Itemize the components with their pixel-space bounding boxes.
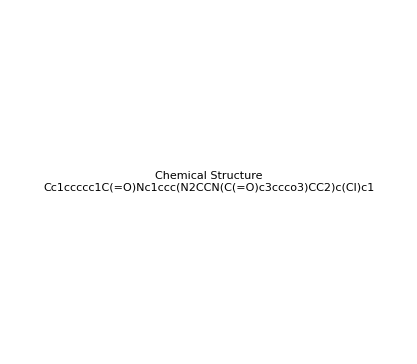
Text: Chemical Structure
Cc1ccccc1C(=O)Nc1ccc(N2CCN(C(=O)c3ccco3)CC2)c(Cl)c1: Chemical Structure Cc1ccccc1C(=O)Nc1ccc(… [43,171,374,193]
